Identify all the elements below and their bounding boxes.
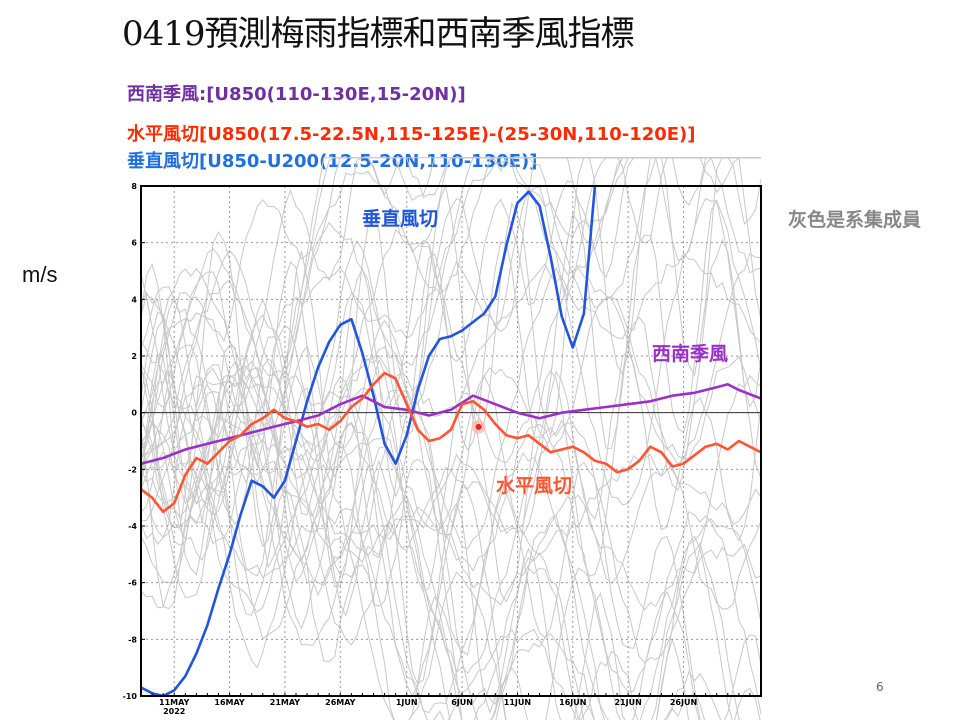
y-tick-label: -4 xyxy=(128,522,137,531)
ensemble-member-line xyxy=(140,367,595,720)
x-tick-label: 6JUN xyxy=(451,698,473,707)
series-line-horizontal_shear xyxy=(141,371,761,514)
annotation-sw_monsoon: 西南季風 xyxy=(652,343,728,365)
legend-horizontal-shear: 水平風切[U850(17.5-22.5N,115-125E)-(25-30N,1… xyxy=(127,124,696,145)
x-tick-label: 11JUN xyxy=(504,698,531,707)
x-tick-year-label: 2022 xyxy=(163,707,185,716)
ensemble-member-line xyxy=(140,296,762,531)
annotation-horizontal_shear: 水平風切 xyxy=(496,475,572,497)
x-tick-label: 16MAY xyxy=(214,698,245,707)
y-tick-label: 4 xyxy=(131,295,137,304)
ensemble-member-line xyxy=(140,354,733,720)
ensemble-member-line xyxy=(140,410,762,610)
ensemble-member-line xyxy=(140,199,762,498)
ensemble-member-line xyxy=(140,344,762,674)
x-tick-label: 21JUN xyxy=(614,698,641,707)
ensemble-member-line xyxy=(140,238,762,610)
page-number: 6 xyxy=(876,680,884,694)
legend-vertical-shear: 垂直風切[U850-U200(12.5-20N,110-130E)] xyxy=(127,151,538,172)
ensemble-member-line xyxy=(140,229,762,470)
ensemble-member-line xyxy=(140,396,639,720)
x-tick-label: 26JUN xyxy=(670,698,697,707)
y-tick-label: 8 xyxy=(131,182,137,191)
annotation-vertical_shear: 垂直風切 xyxy=(362,207,438,230)
ensemble-member-line xyxy=(140,279,762,715)
y-tick-label: 0 xyxy=(131,409,137,418)
y-unit-label: m/s xyxy=(22,262,58,287)
y-tick-label: -10 xyxy=(123,692,138,701)
x-tick-label: 11MAY xyxy=(159,698,190,707)
legend-sw-monsoon: 西南季風:[U850(110-130E,15-20N)] xyxy=(127,84,466,105)
ensemble-member-line xyxy=(140,294,762,720)
y-tick-label: 2 xyxy=(131,352,137,361)
plot-area xyxy=(141,186,761,696)
y-tick-label: -2 xyxy=(128,465,137,474)
highlight-marker xyxy=(475,423,482,430)
y-tick-label: -8 xyxy=(128,635,137,644)
ensemble-member-line xyxy=(140,157,761,461)
series-line-vertical_shear xyxy=(141,186,597,696)
ensemble-member-line xyxy=(140,368,596,720)
page-title: 0419預測梅雨指標和西南季風指標 xyxy=(122,14,635,54)
ensemble-member-line xyxy=(140,157,762,529)
ensemble-members xyxy=(140,157,762,720)
series-line-sw_monsoon xyxy=(141,383,761,465)
y-tick-label: 6 xyxy=(131,239,137,248)
ensemble-member-line xyxy=(140,291,700,720)
ensemble-note: 灰色是系集成員 xyxy=(788,209,922,231)
x-tick-label: 21MAY xyxy=(270,698,301,707)
x-tick-label: 16JUN xyxy=(559,698,586,707)
x-tick-label: 1JUN xyxy=(396,698,418,707)
ensemble-member-line xyxy=(140,252,762,472)
x-tick-label: 26MAY xyxy=(325,698,356,707)
ensemble-member-line xyxy=(140,197,762,597)
y-tick-label: -6 xyxy=(128,579,137,588)
